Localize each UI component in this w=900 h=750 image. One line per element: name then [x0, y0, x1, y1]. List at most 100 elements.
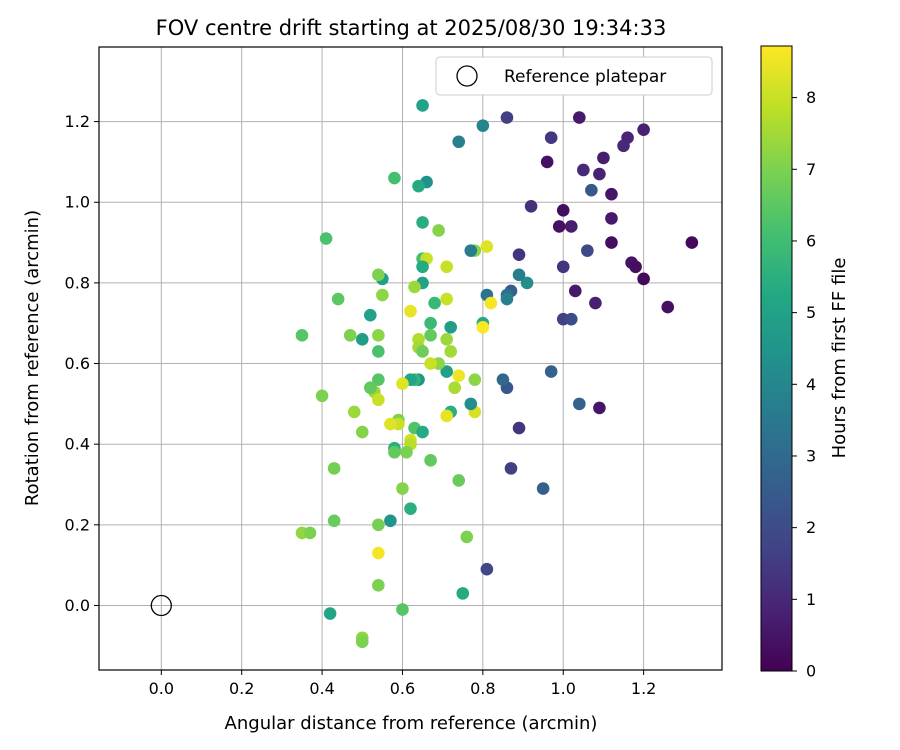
- data-point: [500, 292, 514, 306]
- legend-box: [435, 56, 713, 96]
- data-point: [520, 276, 534, 290]
- data-point: [460, 530, 474, 544]
- data-point: [295, 329, 309, 342]
- data-point: [593, 167, 606, 181]
- data-point: [476, 320, 490, 334]
- data-point: [480, 240, 494, 253]
- data-point: [355, 635, 369, 649]
- colorbar-tick-label: 6: [806, 231, 816, 250]
- data-point: [504, 462, 518, 475]
- data-point: [496, 373, 510, 386]
- y-tick-label: 0.4: [65, 435, 90, 454]
- data-point: [404, 304, 417, 318]
- plot-frame: [98, 46, 723, 671]
- data-point: [637, 272, 650, 286]
- data-point: [396, 603, 409, 616]
- y-tick-label: 0.2: [65, 515, 90, 534]
- data-point: [476, 119, 490, 132]
- data-point: [323, 607, 337, 620]
- data-point: [372, 268, 385, 282]
- data-point: [617, 139, 630, 153]
- data-point: [303, 526, 317, 540]
- chart-title: FOV centre drift starting at 2025/08/30 …: [156, 16, 667, 40]
- data-point: [544, 131, 558, 145]
- data-point: [512, 248, 526, 261]
- data-point: [412, 179, 425, 193]
- data-point: [581, 244, 594, 257]
- data-point: [480, 562, 494, 576]
- data-point: [593, 401, 606, 415]
- data-point: [452, 474, 466, 487]
- data-point: [327, 514, 341, 528]
- data-point: [319, 232, 333, 245]
- data-point: [573, 397, 586, 411]
- grid-lines: [99, 47, 722, 670]
- colorbar-title: Hours from first FF file: [829, 258, 850, 459]
- data-point: [315, 389, 329, 403]
- colorbar-tick-label: 4: [806, 375, 816, 394]
- colorbar-tick-label: 8: [806, 88, 816, 107]
- data-point: [556, 204, 570, 217]
- y-tick-label: 0.6: [65, 354, 90, 373]
- data-point: [347, 405, 361, 419]
- colorbar-tick-label: 1: [806, 590, 816, 609]
- data-point: [464, 244, 478, 257]
- data-point: [605, 236, 618, 249]
- data-point: [661, 300, 675, 314]
- data-point: [372, 579, 385, 592]
- data-point: [468, 373, 482, 386]
- colorbar-tick-label: 2: [806, 518, 816, 537]
- data-point: [440, 292, 453, 306]
- data-point: [327, 462, 341, 475]
- data-point: [685, 236, 699, 249]
- data-point: [637, 123, 650, 136]
- x-tick-label: 0.0: [149, 679, 174, 698]
- data-point: [536, 482, 550, 495]
- data-point: [331, 292, 345, 306]
- data-point: [585, 183, 598, 197]
- data-point: [605, 187, 618, 201]
- data-point: [440, 333, 453, 346]
- data-point: [372, 373, 385, 386]
- x-tick-label: 0.2: [229, 679, 254, 698]
- data-point: [416, 216, 429, 229]
- data-point: [388, 171, 401, 185]
- data-point: [500, 111, 514, 124]
- data-point: [408, 280, 421, 294]
- x-axis-title: Angular distance from reference (arcmin): [225, 713, 598, 734]
- data-point: [605, 212, 618, 225]
- data-point: [416, 425, 429, 439]
- data-point: [343, 329, 357, 342]
- y-axis-title: Rotation from reference (arcmin): [22, 210, 43, 506]
- data-point: [355, 333, 369, 346]
- scatter-points: [295, 99, 699, 649]
- data-point: [456, 587, 470, 600]
- data-point: [564, 312, 578, 326]
- data-point: [432, 224, 445, 237]
- data-point: [372, 393, 385, 407]
- colorbar-tick-label: 3: [806, 446, 816, 465]
- data-point: [448, 381, 462, 395]
- x-tick-label: 0.4: [309, 679, 334, 698]
- data-point: [544, 365, 558, 378]
- x-axis-ticks: 0.0 0.2 0.4 0.6 0.8 1.0 1.2: [149, 670, 656, 698]
- y-axis-ticks: 0.0 0.2 0.4 0.6 0.8 1.0 1.2: [65, 112, 99, 615]
- x-tick-label: 0.8: [470, 679, 495, 698]
- colorbar-tick-label: 5: [806, 303, 816, 322]
- data-point: [428, 296, 441, 310]
- y-tick-label: 1.0: [65, 193, 90, 212]
- data-point: [424, 454, 437, 467]
- data-point: [452, 369, 466, 382]
- data-point: [589, 296, 602, 310]
- x-tick-label: 1.2: [631, 679, 656, 698]
- data-point: [444, 345, 457, 358]
- data-point: [424, 329, 437, 342]
- x-tick-label: 0.6: [390, 679, 415, 698]
- data-point: [564, 220, 578, 233]
- data-point: [424, 357, 437, 370]
- colorbar-tick-label: 0: [806, 662, 816, 681]
- data-point: [512, 268, 526, 282]
- data-point: [384, 514, 397, 528]
- data-point: [388, 445, 401, 459]
